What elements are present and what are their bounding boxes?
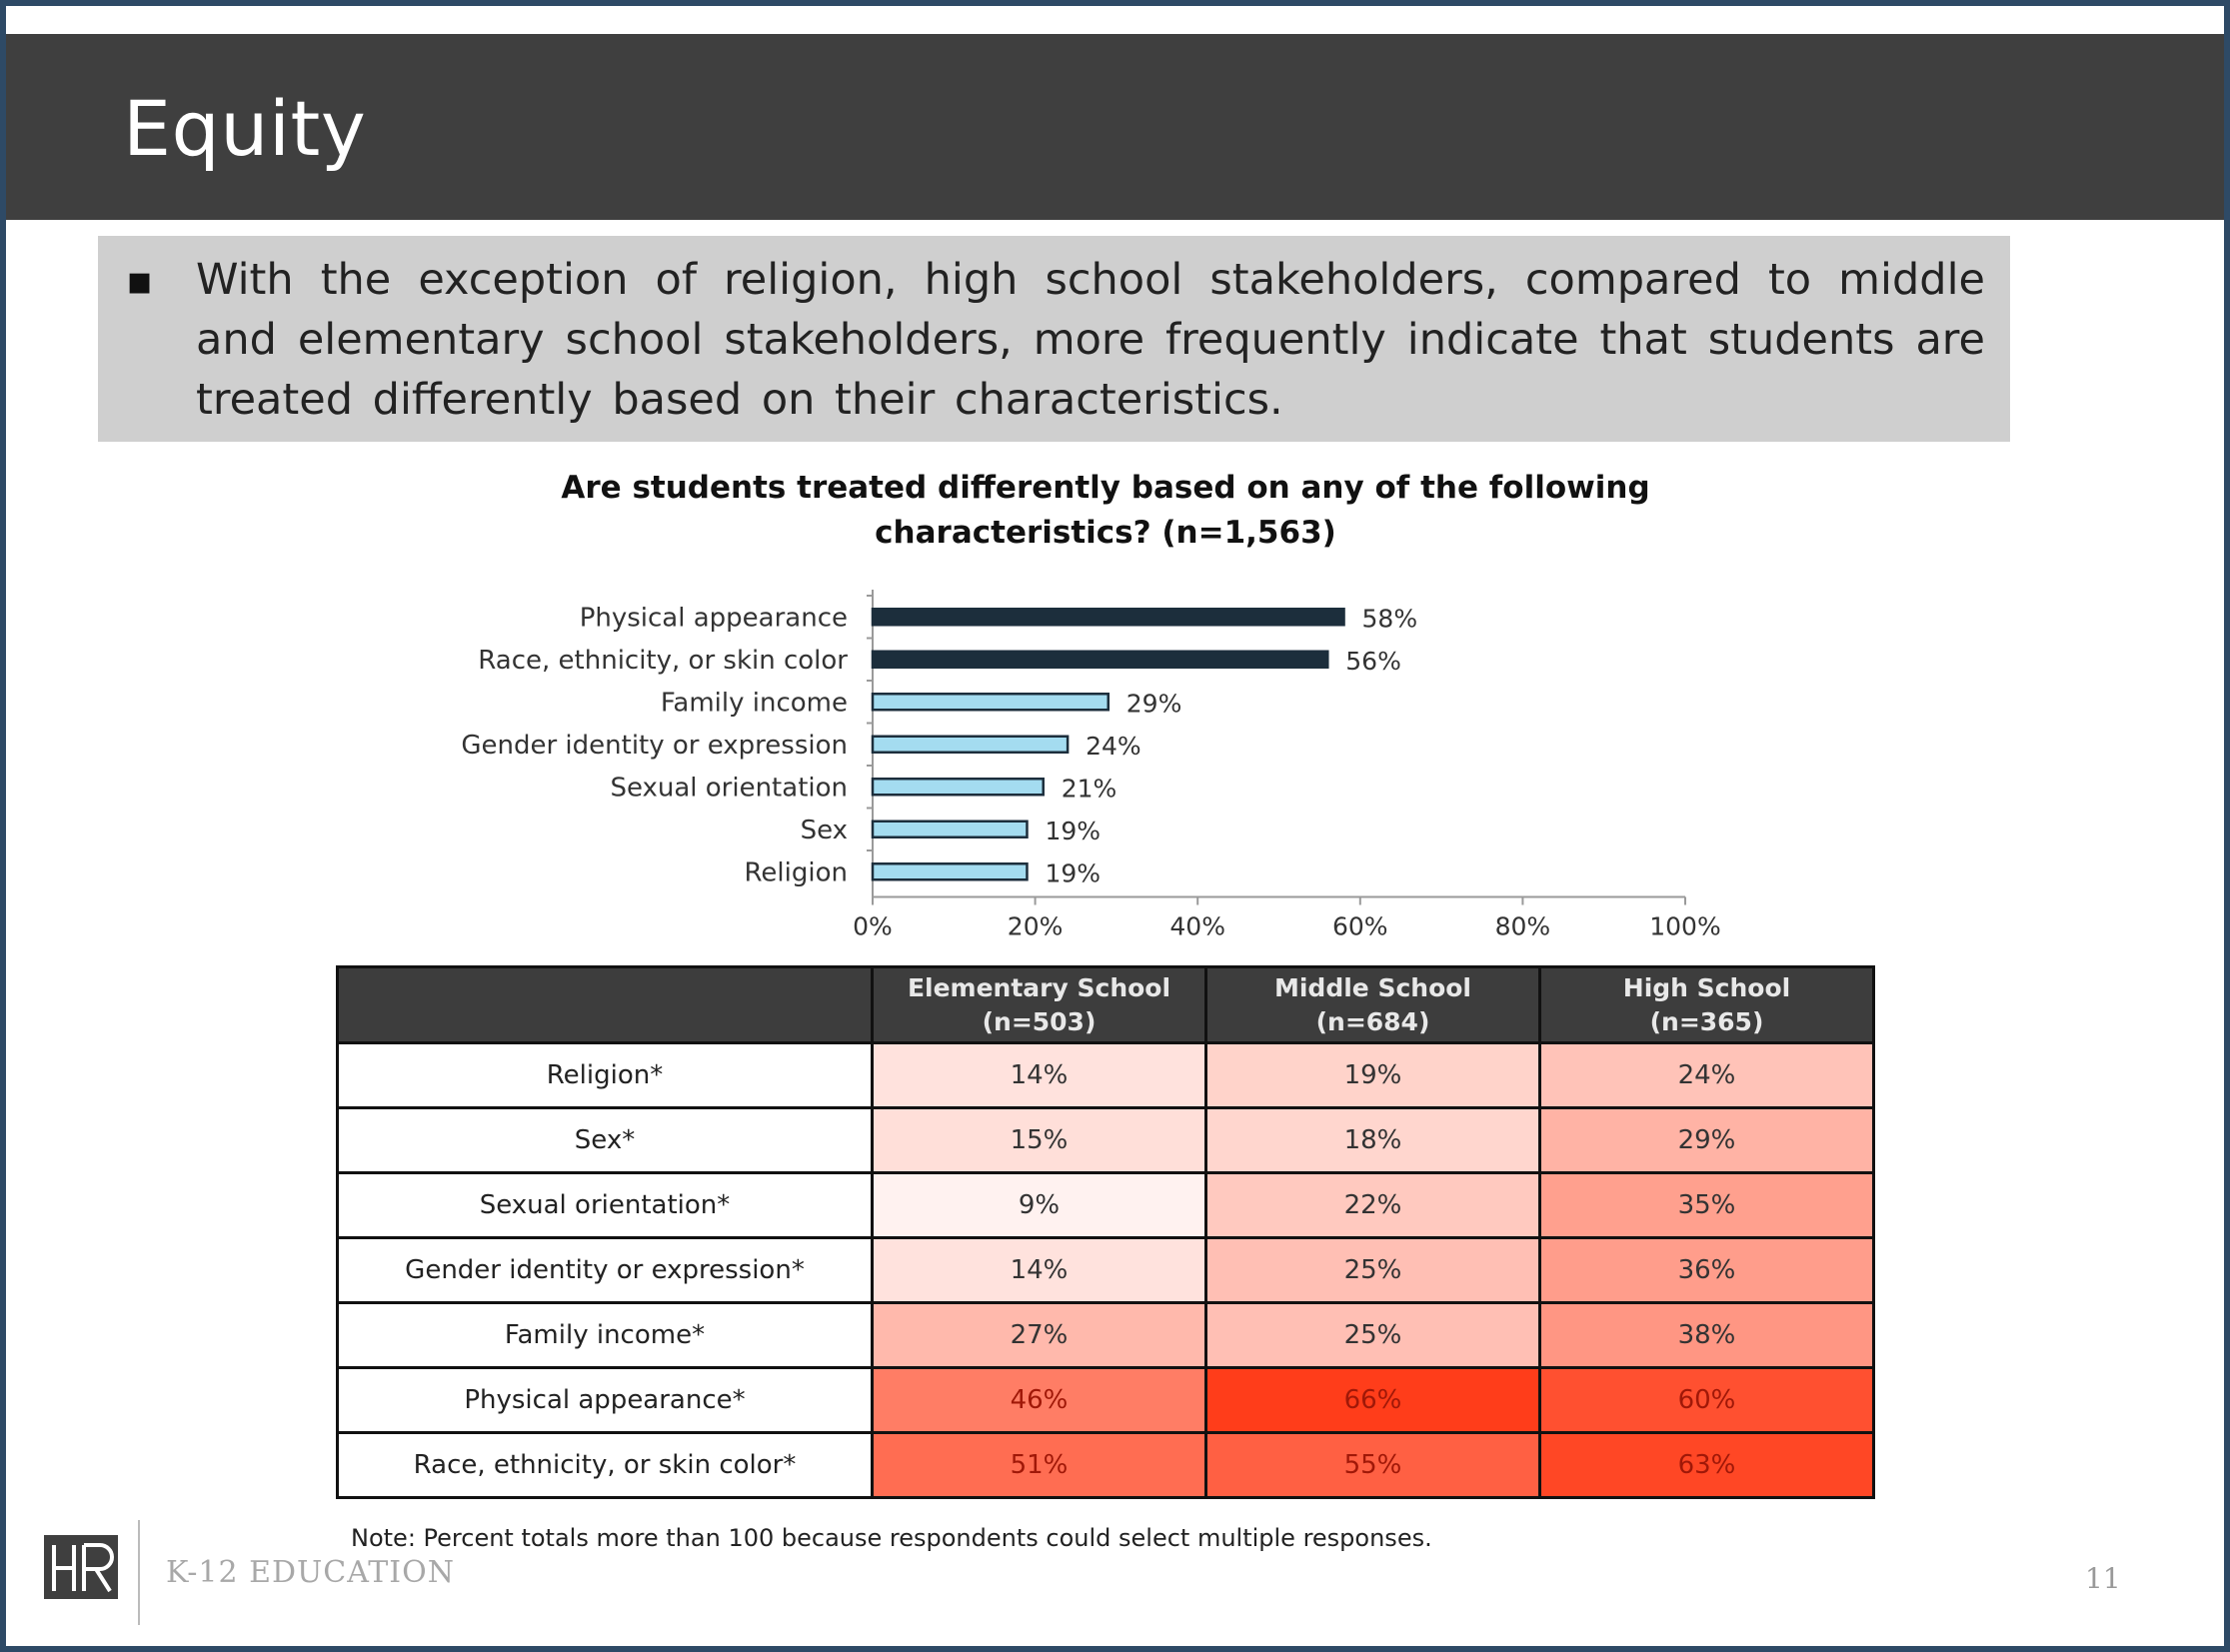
- heat-cell: 27%: [871, 1301, 1207, 1369]
- heat-cell: 66%: [1204, 1366, 1541, 1434]
- heat-cell: 25%: [1204, 1236, 1541, 1304]
- chart-title-line-2: characteristics? (n=1,563): [875, 515, 1336, 551]
- key-finding-box: ▪ With the exception of religion, high s…: [98, 236, 2010, 442]
- category-label: Physical appearance: [580, 603, 848, 633]
- category-label: Race, ethnicity, or skin color: [478, 646, 848, 676]
- bar: [871, 650, 1329, 669]
- heat-cell: 60%: [1538, 1366, 1875, 1434]
- key-finding-text: With the exception of religion, high sch…: [196, 255, 1985, 425]
- footnote: Note: Percent totals more than 100 becau…: [351, 1524, 1432, 1552]
- x-tick-label: 20%: [1008, 912, 1064, 941]
- bar: [871, 608, 1345, 627]
- bar: [871, 862, 1029, 881]
- chart-title: Are students treated differently based o…: [546, 466, 1665, 556]
- x-tick-label: 0%: [853, 912, 893, 941]
- heat-cell: 25%: [1204, 1301, 1541, 1369]
- bar-chart: 0% 20% 40% 60% 80% 100% Physical appearance 58%…: [461, 590, 1721, 941]
- heat-cell: 15%: [871, 1106, 1207, 1174]
- category-label: Gender identity or expression: [461, 731, 848, 761]
- heat-cell: 22%: [1204, 1171, 1541, 1239]
- logo-divider: [138, 1520, 140, 1625]
- column-header-n: (n=503): [982, 1006, 1097, 1036]
- bar: [871, 693, 1111, 712]
- heat-cell: 18%: [1204, 1106, 1541, 1174]
- heatmap-table: Elementary School (n=503) Middle School (n=…: [336, 965, 1875, 1499]
- page-number: 11: [2085, 1562, 2121, 1595]
- row-label: Religion*: [336, 1041, 874, 1109]
- column-header-n: (n=684): [1315, 1006, 1430, 1036]
- bar-value-label: 58%: [1362, 604, 1418, 633]
- table-row: Religion* 14% 19% 24%: [336, 1041, 1875, 1109]
- row-label: Gender identity or expression*: [336, 1236, 874, 1304]
- heat-cell: 35%: [1538, 1171, 1875, 1239]
- bar-value-label: 24%: [1086, 732, 1141, 761]
- category-label: Family income: [661, 688, 848, 718]
- heat-cell: 38%: [1538, 1301, 1875, 1369]
- row-label: Sex*: [336, 1106, 874, 1174]
- title-bar: Equity: [6, 34, 2224, 220]
- category-label: Religion: [745, 857, 848, 887]
- x-tick-label: 80%: [1495, 912, 1551, 941]
- table-row: Race, ethnicity, or skin color* 51% 55% 63%: [336, 1431, 1875, 1499]
- row-label: Family income*: [336, 1301, 874, 1369]
- table-row: Physical appearance* 46% 66% 60%: [336, 1366, 1875, 1434]
- bar-value-label: 19%: [1045, 817, 1101, 845]
- x-tick-label: 60%: [1332, 912, 1388, 941]
- heat-cell: 51%: [871, 1431, 1207, 1499]
- heat-cell: 63%: [1538, 1431, 1875, 1499]
- table-header-row: Elementary School (n=503) Middle School (n=…: [336, 965, 1875, 1044]
- row-label: Race, ethnicity, or skin color*: [336, 1431, 874, 1499]
- category-label: Sex: [801, 816, 848, 845]
- heat-cell: 19%: [1204, 1041, 1541, 1109]
- heat-cell: 14%: [871, 1236, 1207, 1304]
- bar-value-label: 21%: [1062, 774, 1117, 803]
- hr-logo-icon: [44, 1535, 118, 1599]
- bar-value-label: 29%: [1126, 689, 1182, 718]
- table-row: Gender identity or expression* 14% 25% 36%: [336, 1236, 1875, 1304]
- bar: [871, 735, 1070, 754]
- bar: [871, 820, 1029, 838]
- bar-value-label: 56%: [1345, 647, 1401, 676]
- row-label: Sexual orientation*: [336, 1171, 874, 1239]
- x-tick-label: 100%: [1649, 912, 1720, 941]
- column-header-name: Middle School: [1273, 972, 1471, 1002]
- heat-cell: 9%: [871, 1171, 1207, 1239]
- heat-cell: 24%: [1538, 1041, 1875, 1109]
- bullet-icon: ▪: [126, 258, 154, 304]
- table-row: Sex* 15% 18% 29%: [336, 1106, 1875, 1174]
- brand-text: K-12 EDUCATION: [166, 1555, 455, 1590]
- column-header-name: High School: [1622, 972, 1791, 1002]
- slide: Equity ▪ With the exception of religion,…: [6, 6, 2224, 1646]
- heat-cell: 55%: [1204, 1431, 1541, 1499]
- x-tick-label: 40%: [1169, 912, 1225, 941]
- category-label: Sexual orientation: [610, 773, 848, 803]
- heat-cell: 36%: [1538, 1236, 1875, 1304]
- column-header: Elementary School (n=503): [871, 965, 1207, 1044]
- table-corner-cell: [336, 965, 874, 1044]
- slide-title: Equity: [123, 84, 367, 173]
- column-header-n: (n=365): [1649, 1006, 1764, 1036]
- table-row: Family income* 27% 25% 38%: [336, 1301, 1875, 1369]
- table-body: Religion* 14% 19% 24% Sex* 15% 18% 29% Sexual or…: [336, 1041, 1875, 1499]
- heat-cell: 29%: [1538, 1106, 1875, 1174]
- column-header-name: Elementary School: [907, 972, 1171, 1002]
- bar: [871, 778, 1045, 797]
- table-row: Sexual orientation* 9% 22% 35%: [336, 1171, 1875, 1239]
- column-header: Middle School (n=684): [1204, 965, 1541, 1044]
- column-header: High School (n=365): [1538, 965, 1875, 1044]
- bar-value-label: 19%: [1045, 858, 1101, 887]
- row-label: Physical appearance*: [336, 1366, 874, 1434]
- heat-cell: 14%: [871, 1041, 1207, 1109]
- heat-cell: 46%: [871, 1366, 1207, 1434]
- chart-title-line-1: Are students treated differently based o…: [561, 470, 1650, 506]
